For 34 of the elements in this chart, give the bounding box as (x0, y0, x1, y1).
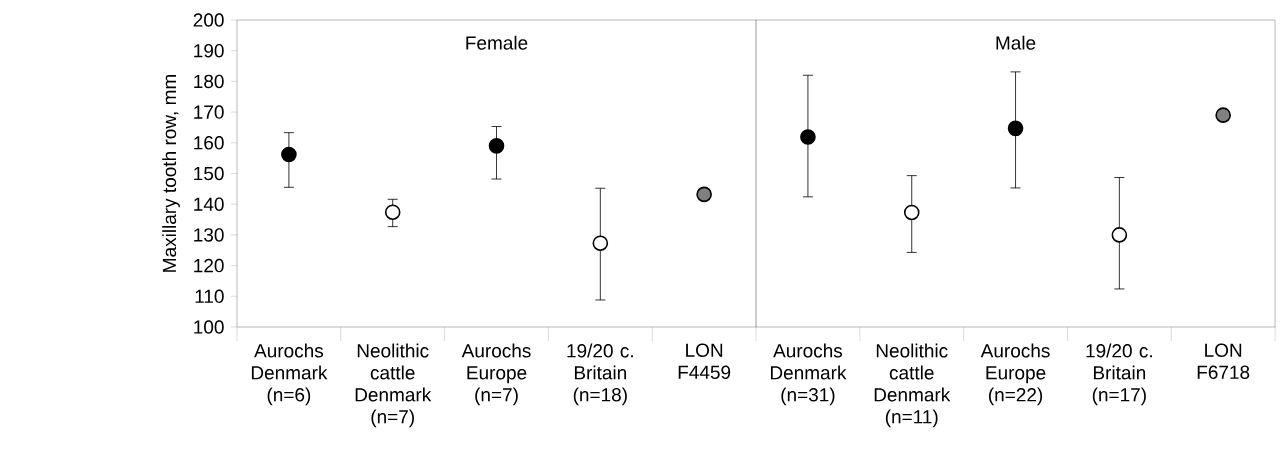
point (281, 146, 297, 163)
y-tick-label: 120 (194, 258, 224, 273)
x-tick-label: Aurochs Denmark (n=31) (770, 343, 847, 406)
point (696, 186, 712, 203)
x-tick-label: Aurochs Denmark (n=6) (251, 343, 328, 406)
point (903, 204, 920, 221)
x-tick-label: Aurochs Europe (n=7) (461, 343, 531, 406)
y-tick-label: 140 (194, 197, 224, 211)
y-tick-label: 130 (194, 228, 224, 242)
y-tick-label: 180 (194, 74, 224, 89)
y-tick-label: 170 (194, 105, 224, 119)
point (592, 235, 609, 251)
y-tick-label: 150 (194, 166, 224, 181)
point (488, 138, 505, 154)
point (1111, 227, 1128, 243)
x-tick-label: Neolithic cattle Denmark (n=11) (874, 343, 951, 428)
x-tick-label: LON F6718 (1197, 343, 1250, 379)
x-tick-label: LON F4459 (678, 343, 731, 379)
x-tick-label: Aurochs Europe (n=22) (980, 343, 1050, 406)
y-tick-label: 190 (194, 43, 224, 58)
annotation: Female (466, 35, 528, 50)
point (1007, 120, 1024, 137)
y-tick-label: 160 (194, 136, 224, 150)
x-tick-label: 19/20 c. Britain (n=18) (567, 343, 633, 406)
x-tick-label: 19/20 c. Britain (n=17) (1086, 343, 1152, 406)
y-axis-title: Maxillary tooth row, mm (162, 75, 180, 272)
x-tick-label: Neolithic cattle Denmark (n=7) (355, 343, 432, 428)
point (384, 204, 401, 220)
y-tick-label: 200 (193, 13, 224, 27)
annotation: Male (996, 35, 1036, 50)
y-tick-label: 110 (195, 289, 224, 304)
point (800, 129, 816, 145)
point (1215, 107, 1231, 123)
y-tick-label: 100 (194, 320, 224, 334)
